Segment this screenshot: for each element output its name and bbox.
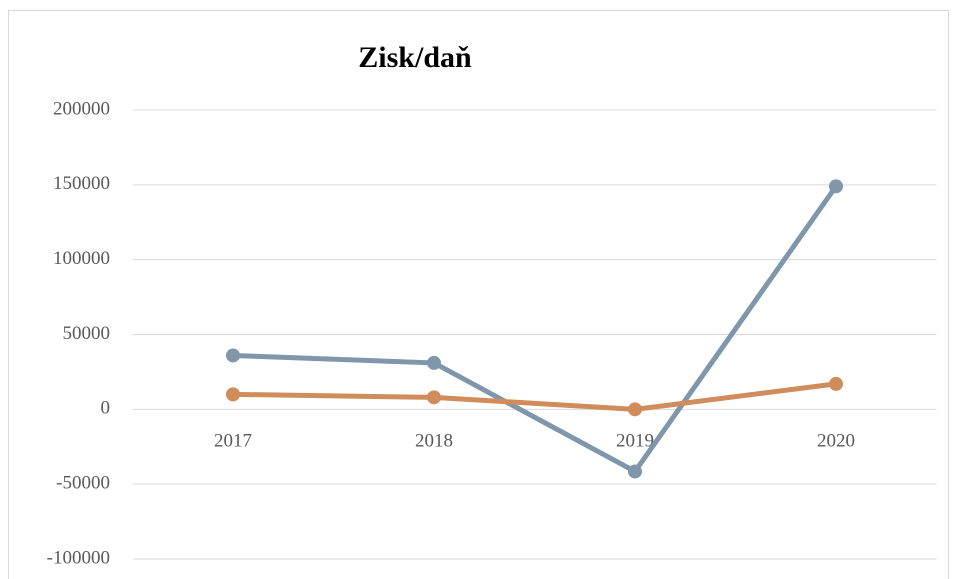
y-tick-label: -50000 [56,473,110,494]
point-marker [226,387,240,402]
point-marker [427,355,441,370]
point-marker [628,402,642,417]
y-tick-label: 0 [101,398,111,419]
x-tick-label: 2019 [616,431,654,452]
series-line [232,184,839,474]
point-marker [829,376,843,391]
point-marker [226,348,240,363]
series-line [232,381,837,412]
y-tick-label: 200000 [53,98,110,119]
y-tick-label: 150000 [53,173,110,194]
point-marker [829,179,843,194]
x-tick-label: 2018 [415,431,453,452]
y-tick-label: -100000 [47,547,110,568]
x-tick-label: 2017 [214,431,252,452]
chart-frame [8,10,949,579]
y-tick-label: 50000 [63,323,111,344]
point-marker [628,464,642,479]
x-tick-label: 2020 [817,431,855,452]
y-tick-label: 100000 [53,248,110,269]
point-marker [427,390,441,405]
chart-title: Zisk/daň [358,41,472,74]
